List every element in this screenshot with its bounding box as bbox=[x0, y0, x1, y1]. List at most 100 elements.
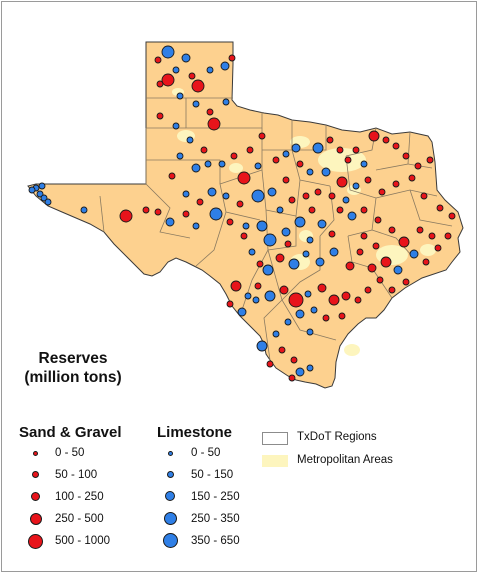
sand-gravel-site bbox=[364, 286, 372, 294]
sand-gravel-class-4: 250 - 500 bbox=[55, 513, 104, 525]
sand-gravel-site bbox=[367, 263, 377, 273]
sand-gravel-site bbox=[228, 54, 236, 62]
sand-gravel-site bbox=[154, 56, 162, 64]
limestone-site bbox=[181, 53, 191, 63]
sand-gravel-site bbox=[161, 73, 175, 87]
limestone-site bbox=[204, 160, 212, 168]
sand-gravel-site bbox=[314, 188, 322, 196]
sand-gravel-site bbox=[360, 232, 368, 240]
sand-gravel-site bbox=[246, 146, 254, 154]
sand-gravel-site bbox=[388, 286, 396, 294]
legend-title-line2: (million tons) bbox=[24, 369, 122, 386]
sand-gravel-site bbox=[226, 218, 234, 226]
limestone-site bbox=[302, 250, 310, 258]
sand-gravel-site bbox=[392, 180, 400, 188]
sand-gravel-site bbox=[402, 278, 410, 286]
sand-gravel-site bbox=[290, 356, 298, 364]
limestone-site bbox=[352, 182, 360, 190]
sand-gravel-site bbox=[207, 117, 221, 131]
sand-gravel-site bbox=[272, 156, 280, 164]
sand-gravel-symbol-2 bbox=[32, 471, 39, 478]
sand-gravel-site bbox=[275, 253, 285, 263]
limestone-site bbox=[220, 61, 230, 71]
sand-gravel-site bbox=[336, 146, 344, 154]
limestone-site bbox=[40, 194, 48, 202]
limestone-site bbox=[306, 364, 314, 372]
limestone-site bbox=[80, 206, 88, 214]
limestone-site bbox=[294, 216, 306, 228]
sand-gravel-site bbox=[226, 300, 234, 308]
legend-title-line1: Reserves bbox=[38, 350, 108, 367]
sand-gravel-site bbox=[388, 226, 396, 234]
legend-title: Reserves (million tons) bbox=[12, 349, 162, 387]
reserve-symbols bbox=[28, 45, 456, 382]
limestone-site bbox=[209, 207, 223, 221]
limestone-site bbox=[291, 143, 301, 153]
limestone-site bbox=[267, 187, 277, 197]
sand-gravel-site bbox=[344, 156, 352, 164]
sand-gravel-site bbox=[230, 152, 238, 160]
limestone-site bbox=[256, 220, 268, 232]
limestone-site bbox=[207, 187, 217, 197]
sand-gravel-site bbox=[336, 176, 348, 188]
limestone-site bbox=[237, 307, 247, 317]
sand-gravel-site bbox=[240, 232, 248, 240]
limestone-site bbox=[295, 367, 305, 377]
limestone-site bbox=[262, 264, 274, 276]
sand-gravel-site bbox=[191, 79, 205, 93]
sand-gravel-site bbox=[188, 72, 196, 80]
limestone-site bbox=[329, 247, 339, 257]
limestone-site bbox=[347, 211, 357, 221]
sand-gravel-symbol-4 bbox=[30, 513, 42, 525]
limestone-heading: Limestone bbox=[157, 424, 233, 441]
sand-gravel-site bbox=[354, 296, 362, 304]
sand-gravel-site bbox=[428, 232, 436, 240]
limestone-site bbox=[161, 45, 175, 59]
sand-gravel-site bbox=[296, 160, 304, 168]
limestone-site bbox=[191, 163, 201, 173]
sand-gravel-site bbox=[196, 198, 204, 206]
limestone-symbol-3 bbox=[165, 491, 175, 501]
limestone-site bbox=[295, 309, 305, 319]
txdot-regions-swatch bbox=[262, 432, 288, 445]
sand-gravel-symbol-5 bbox=[28, 534, 43, 549]
limestone-symbol-4 bbox=[164, 512, 177, 525]
sand-gravel-site bbox=[288, 374, 296, 382]
txdot-regions-label: TxDoT Regions bbox=[297, 431, 377, 443]
limestone-site bbox=[248, 248, 256, 256]
texas-outline bbox=[27, 41, 464, 389]
limestone-class-5: 350 - 650 bbox=[191, 535, 240, 547]
sand-gravel-site bbox=[282, 176, 290, 184]
limestone-class-2: 50 - 150 bbox=[191, 469, 234, 481]
sand-gravel-site bbox=[328, 294, 340, 306]
limestone-site bbox=[222, 98, 230, 106]
sand-gravel-site bbox=[258, 132, 266, 140]
sand-gravel-site bbox=[266, 360, 274, 368]
sand-gravel-site bbox=[284, 240, 292, 248]
limestone-class-4: 250 - 350 bbox=[191, 513, 240, 525]
sand-gravel-site bbox=[328, 230, 336, 238]
sand-gravel-site bbox=[142, 206, 150, 214]
limestone-site bbox=[192, 100, 200, 108]
limestone-site bbox=[310, 306, 318, 314]
sand-gravel-site bbox=[356, 248, 364, 256]
sand-gravel-site bbox=[308, 206, 316, 214]
limestone-site bbox=[218, 160, 226, 168]
limestone-site bbox=[176, 92, 184, 100]
limestone-site bbox=[306, 236, 314, 244]
limestone-site bbox=[206, 66, 214, 74]
sand-gravel-site bbox=[168, 172, 176, 180]
sand-gravel-site bbox=[448, 212, 456, 220]
sand-gravel-class-5: 500 - 1000 bbox=[55, 535, 110, 547]
sand-gravel-site bbox=[380, 256, 392, 268]
sand-gravel-class-2: 50 - 100 bbox=[55, 469, 98, 481]
sand-gravel-site bbox=[360, 206, 368, 214]
limestone-site bbox=[306, 328, 314, 336]
limestone-site bbox=[44, 198, 52, 206]
limestone-class-3: 150 - 250 bbox=[191, 491, 240, 503]
sand-gravel-site bbox=[237, 171, 251, 185]
limestone-site bbox=[409, 249, 419, 259]
sand-gravel-heading: Sand & Gravel bbox=[19, 424, 122, 441]
sand-gravel-site bbox=[422, 258, 430, 266]
